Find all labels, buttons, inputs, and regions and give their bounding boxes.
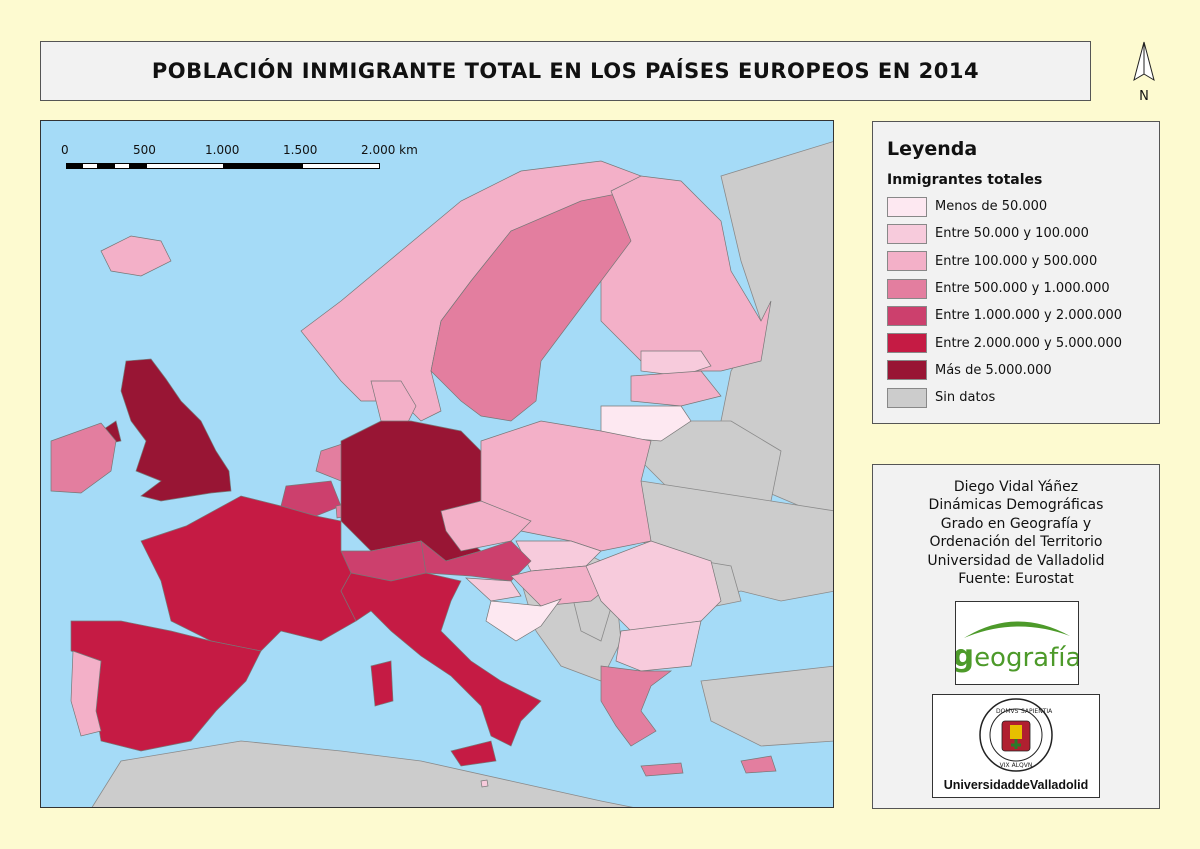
region-eslovaquia <box>515 540 602 572</box>
scale-label-0: 0 <box>61 143 69 157</box>
north-arrow: N <box>1133 41 1155 104</box>
region-chipre <box>740 755 777 774</box>
legend-swatch <box>887 387 927 408</box>
region-portugal <box>70 650 102 737</box>
legend-item: Menos de 50.000 <box>887 193 1145 220</box>
geografia-logo: geografía <box>953 601 1081 685</box>
legend-item: Entre 2.000.000 y 5.000.000 <box>887 329 1145 356</box>
region-turkey <box>700 665 833 747</box>
legend-swatch <box>887 251 927 272</box>
credits-line: Ordenación del Territorio <box>929 534 1103 551</box>
legend-label: Entre 1.000.000 y 2.000.000 <box>935 308 1123 324</box>
uva-seal-text-bottom: VIX ALQVN <box>1000 762 1033 769</box>
region-grecia <box>600 665 684 777</box>
legend-label: Sin datos <box>935 390 996 406</box>
legend-title: Leyenda <box>887 138 978 160</box>
legend-item: Entre 50.000 y 100.000 <box>887 220 1145 247</box>
region-north-africa <box>91 740 634 807</box>
region-croacia <box>485 598 562 642</box>
region-belgica <box>280 480 342 517</box>
scale-segment <box>114 163 130 169</box>
geografia-logo-g: g <box>956 639 974 674</box>
legend-swatch <box>887 333 927 354</box>
scale-segment <box>224 163 302 169</box>
legend-item: Entre 500.000 y 1.000.000 <box>887 275 1145 302</box>
map-title-box: POBLACIÓN INMIGRANTE TOTAL EN LOS PAÍSES… <box>40 41 1091 101</box>
legend-subtitle: Inmigrantes totales <box>887 172 1043 188</box>
region-islandia <box>100 235 172 277</box>
scale-segment <box>146 163 224 169</box>
legend-panel: Leyenda Inmigrantes totales Menos de 50.… <box>872 121 1160 424</box>
scale-segment <box>82 163 98 169</box>
legend-list: Menos de 50.000 Entre 50.000 y 100.000 Ent… <box>887 193 1145 411</box>
region-irlanda <box>50 422 117 494</box>
credits-line: Diego Vidal Yáñez <box>953 479 1079 495</box>
credits-panel: Diego Vidal Yáñez Dinámicas Demográficas G… <box>872 464 1160 809</box>
map-canvas <box>50 141 833 807</box>
region-bulgaria <box>615 620 702 672</box>
scale-bar: 0 500 1.000 1.500 2.000 km <box>61 143 441 175</box>
scale-segment <box>98 163 114 169</box>
legend-label: Entre 2.000.000 y 5.000.000 <box>935 335 1123 351</box>
geografia-logo-rest: eografía <box>974 643 1078 673</box>
scale-segment <box>66 163 82 169</box>
uva-name: UniversidaddeValladolid <box>943 778 1089 792</box>
uva-logo: DOMVS SAPIENTIA VIX ALQVN UniversidaddeV… <box>932 694 1100 798</box>
legend-swatch <box>887 223 927 244</box>
legend-label: Entre 100.000 y 500.000 <box>935 253 1098 269</box>
legend-item: Entre 1.000.000 y 2.000.000 <box>887 302 1145 329</box>
map-frame[interactable]: 0 500 1.000 1.500 2.000 km <box>40 120 834 808</box>
scale-label-1500: 1.500 <box>283 143 318 157</box>
region-finlandia <box>600 175 772 372</box>
region-suecia <box>430 190 642 422</box>
legend-label: Entre 500.000 y 1.000.000 <box>935 281 1110 297</box>
legend-label: Menos de 50.000 <box>935 199 1048 215</box>
legend-item: Entre 100.000 y 500.000 <box>887 248 1145 275</box>
legend-swatch <box>887 360 927 381</box>
north-label: N <box>1139 89 1149 104</box>
legend-swatch <box>887 196 927 217</box>
legend-item: Sin datos <box>887 384 1145 411</box>
region-dinamarca <box>370 380 417 427</box>
legend-label: Más de 5.000.000 <box>935 362 1052 378</box>
legend-swatch <box>887 278 927 299</box>
region-malta <box>480 779 489 788</box>
credits-text: Diego Vidal Yáñez Dinámicas Demográficas G… <box>873 478 1159 588</box>
region-austria <box>420 540 532 582</box>
region-eslovenia <box>465 577 522 602</box>
region-francia <box>140 495 357 652</box>
legend-swatch <box>887 305 927 326</box>
scale-label-2000: 2.000 km <box>361 143 418 157</box>
credits-line: Universidad de Valladolid <box>927 552 1105 569</box>
svg-text:geografía: geografía <box>956 639 1078 674</box>
region-rumania <box>585 540 722 632</box>
geografia-logo-icon: geografía <box>953 621 1081 674</box>
credits-line: Grado en Geografía y <box>940 515 1092 532</box>
uva-seal-icon: DOMVS SAPIENTIA VIX ALQVN <box>979 698 1053 772</box>
scale-label-500: 500 <box>133 143 156 157</box>
scale-segment <box>302 163 380 169</box>
region-italia <box>340 572 542 767</box>
credits-line: Dinámicas Demográficas <box>928 497 1104 514</box>
credits-line: Fuente: Eurostat <box>958 571 1074 588</box>
region-reino-unido <box>100 358 232 502</box>
uva-seal-text-right: SAPIENTIA <box>1021 708 1053 715</box>
scale-segment <box>130 163 146 169</box>
legend-item: Más de 5.000.000 <box>887 357 1145 384</box>
region-letonia <box>630 370 722 407</box>
scale-label-1000: 1.000 <box>205 143 240 157</box>
legend-label: Entre 50.000 y 100.000 <box>935 226 1089 242</box>
region-estonia <box>640 350 712 377</box>
uva-seal-text-left: DOMVS <box>996 708 1019 715</box>
map-title: POBLACIÓN INMIGRANTE TOTAL EN LOS PAÍSES… <box>151 59 980 83</box>
